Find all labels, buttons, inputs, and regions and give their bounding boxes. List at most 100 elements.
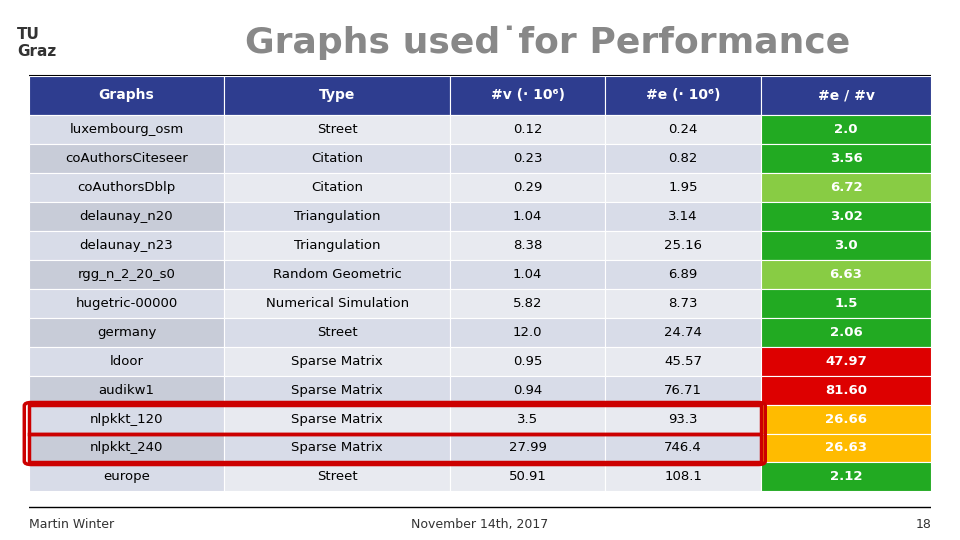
Text: 0.95: 0.95	[513, 355, 542, 368]
FancyBboxPatch shape	[760, 404, 931, 434]
FancyBboxPatch shape	[450, 144, 606, 173]
Text: Martin Winter: Martin Winter	[29, 518, 114, 531]
FancyBboxPatch shape	[760, 260, 931, 289]
FancyBboxPatch shape	[760, 376, 931, 404]
Text: 26.66: 26.66	[825, 413, 867, 426]
Text: Triangulation: Triangulation	[294, 210, 380, 223]
Text: Street: Street	[317, 123, 357, 136]
Text: 2.0: 2.0	[834, 123, 857, 136]
FancyBboxPatch shape	[606, 347, 760, 376]
Text: Sparse Matrix: Sparse Matrix	[291, 355, 383, 368]
Text: Sparse Matrix: Sparse Matrix	[291, 383, 383, 396]
Text: 25.16: 25.16	[664, 239, 702, 252]
Text: 0.12: 0.12	[513, 123, 542, 136]
FancyBboxPatch shape	[760, 318, 931, 347]
FancyBboxPatch shape	[225, 202, 450, 231]
Text: 24.74: 24.74	[664, 326, 702, 339]
FancyBboxPatch shape	[450, 462, 606, 491]
Text: #v (· 10⁶): #v (· 10⁶)	[491, 89, 564, 103]
Text: 50.91: 50.91	[509, 470, 546, 483]
Text: TU
Graz: TU Graz	[17, 27, 57, 59]
Text: delaunay_n20: delaunay_n20	[80, 210, 174, 223]
Text: 1.04: 1.04	[513, 210, 542, 223]
FancyBboxPatch shape	[225, 434, 450, 462]
FancyBboxPatch shape	[29, 260, 225, 289]
FancyBboxPatch shape	[225, 173, 450, 202]
Text: ldoor: ldoor	[109, 355, 144, 368]
FancyBboxPatch shape	[225, 115, 450, 144]
FancyBboxPatch shape	[760, 434, 931, 462]
Text: Street: Street	[317, 326, 357, 339]
Text: nlpkkt_120: nlpkkt_120	[90, 413, 163, 426]
FancyBboxPatch shape	[225, 289, 450, 318]
Text: 45.57: 45.57	[664, 355, 702, 368]
Text: 27.99: 27.99	[509, 442, 546, 455]
FancyBboxPatch shape	[225, 231, 450, 260]
Text: luxembourg_osm: luxembourg_osm	[69, 123, 183, 136]
Text: 1.5: 1.5	[834, 297, 857, 310]
FancyBboxPatch shape	[29, 318, 225, 347]
FancyBboxPatch shape	[29, 115, 225, 144]
Text: 3.14: 3.14	[668, 210, 698, 223]
FancyBboxPatch shape	[29, 434, 225, 462]
Text: delaunay_n23: delaunay_n23	[80, 239, 174, 252]
FancyBboxPatch shape	[606, 76, 760, 115]
Text: 3.0: 3.0	[834, 239, 858, 252]
Text: 47.97: 47.97	[825, 355, 867, 368]
Text: Citation: Citation	[311, 152, 363, 165]
FancyBboxPatch shape	[760, 144, 931, 173]
FancyBboxPatch shape	[225, 144, 450, 173]
FancyBboxPatch shape	[760, 202, 931, 231]
Text: nlpkkt_240: nlpkkt_240	[90, 442, 163, 455]
Text: Triangulation: Triangulation	[294, 239, 380, 252]
Text: 12.0: 12.0	[513, 326, 542, 339]
FancyBboxPatch shape	[29, 173, 225, 202]
FancyBboxPatch shape	[760, 115, 931, 144]
FancyBboxPatch shape	[29, 202, 225, 231]
FancyBboxPatch shape	[225, 404, 450, 434]
Text: 3.56: 3.56	[829, 152, 862, 165]
Text: #e / #v: #e / #v	[818, 89, 875, 103]
Text: 93.3: 93.3	[668, 413, 698, 426]
Text: Numerical Simulation: Numerical Simulation	[266, 297, 409, 310]
FancyBboxPatch shape	[29, 231, 225, 260]
Text: europe: europe	[103, 470, 150, 483]
FancyBboxPatch shape	[606, 318, 760, 347]
Text: 2.06: 2.06	[829, 326, 862, 339]
Text: Random Geometric: Random Geometric	[273, 268, 401, 281]
FancyBboxPatch shape	[29, 404, 225, 434]
FancyBboxPatch shape	[29, 144, 225, 173]
FancyBboxPatch shape	[760, 76, 931, 115]
FancyBboxPatch shape	[29, 462, 225, 491]
FancyBboxPatch shape	[450, 202, 606, 231]
Text: 1.95: 1.95	[668, 181, 698, 194]
FancyBboxPatch shape	[760, 347, 931, 376]
Text: Sparse Matrix: Sparse Matrix	[291, 413, 383, 426]
Text: 81.60: 81.60	[825, 383, 867, 396]
FancyBboxPatch shape	[29, 376, 225, 404]
FancyBboxPatch shape	[606, 173, 760, 202]
FancyBboxPatch shape	[450, 289, 606, 318]
Text: hugetric-00000: hugetric-00000	[76, 297, 178, 310]
FancyBboxPatch shape	[29, 76, 225, 115]
Text: coAuthorsDblp: coAuthorsDblp	[78, 181, 176, 194]
Text: 18: 18	[915, 518, 931, 531]
Text: germany: germany	[97, 326, 156, 339]
FancyBboxPatch shape	[225, 318, 450, 347]
Text: 0.23: 0.23	[513, 152, 542, 165]
Text: November 14th, 2017: November 14th, 2017	[412, 518, 548, 531]
Text: audikw1: audikw1	[99, 383, 155, 396]
FancyBboxPatch shape	[225, 76, 450, 115]
FancyBboxPatch shape	[450, 260, 606, 289]
FancyBboxPatch shape	[606, 115, 760, 144]
FancyBboxPatch shape	[450, 231, 606, 260]
Text: 0.29: 0.29	[513, 181, 542, 194]
FancyBboxPatch shape	[29, 289, 225, 318]
Text: 0.82: 0.82	[668, 152, 698, 165]
Text: 6.63: 6.63	[829, 268, 862, 281]
FancyBboxPatch shape	[606, 231, 760, 260]
Text: #e (· 10⁶): #e (· 10⁶)	[646, 89, 720, 103]
Text: Graphs: Graphs	[99, 89, 155, 103]
Text: rgg_n_2_20_s0: rgg_n_2_20_s0	[78, 268, 176, 281]
Text: 76.71: 76.71	[664, 383, 702, 396]
